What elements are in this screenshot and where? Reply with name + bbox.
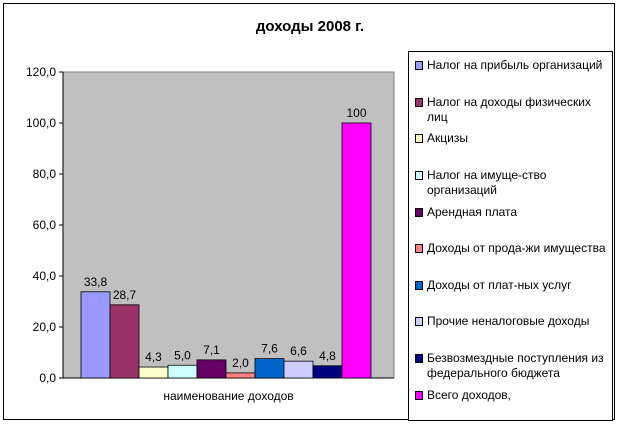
x-axis-label: наименование доходов (163, 389, 293, 403)
legend-label: Налог на доходы физических лиц (427, 95, 591, 124)
legend-label: Арендная плата (427, 205, 518, 219)
legend-label: Налог на прибыль организаций (427, 58, 603, 72)
legend-label: Безвозмездные поступления из федеральног… (427, 351, 604, 380)
y-tick-label: 60,0 (33, 218, 57, 232)
legend-swatch (415, 354, 423, 363)
y-tick-label: 40,0 (33, 269, 57, 283)
legend-swatch (415, 208, 423, 217)
bar-data-label: 2,0 (232, 356, 249, 370)
bar-data-label: 100 (346, 106, 366, 120)
legend-label: Всего доходов, (427, 388, 511, 402)
legend-swatch (415, 98, 423, 107)
bar (109, 304, 140, 379)
bar (80, 291, 111, 379)
legend-label: Прочие неналоговые доходы (427, 314, 590, 328)
bar-data-label: 4,8 (319, 349, 336, 363)
bar (312, 365, 343, 379)
y-tick-label: 20,0 (33, 320, 57, 334)
y-tick-label: 0,0 (39, 371, 56, 385)
bar (283, 360, 314, 379)
y-tick-label: 120,0 (26, 65, 56, 79)
legend-swatch (415, 317, 423, 326)
legend-label: Доходы от прода-жи имущества (427, 241, 606, 255)
legend-item: Доходы от плат-ных услуг (415, 278, 611, 293)
legend-item: Налог на имуще-ство организаций (415, 168, 611, 198)
legend-swatch (415, 281, 423, 290)
chart-legend: Налог на прибыль организаций Налог на дох… (408, 51, 613, 421)
bar-data-label: 7,6 (261, 342, 278, 356)
legend-item: Прочие неналоговые доходы (415, 314, 611, 329)
bar (341, 122, 372, 379)
bar-data-label: 6,6 (290, 344, 307, 358)
legend-item: Налог на доходы физических лиц (415, 95, 611, 125)
legend-label: Налог на имуще-ство организаций (427, 168, 547, 197)
chart-title: доходы 2008 г. (255, 18, 365, 35)
bar (138, 366, 169, 379)
bar (254, 358, 285, 379)
bar-data-label: 28,7 (113, 288, 137, 302)
legend-label: Акцизы (427, 131, 468, 145)
legend-swatch (415, 244, 423, 253)
legend-item: Акцизы (415, 131, 611, 146)
bar-data-label: 33,8 (84, 275, 108, 289)
legend-swatch (415, 171, 423, 180)
legend-item: Арендная плата (415, 205, 611, 220)
bar (225, 372, 256, 379)
y-tick-label: 80,0 (33, 167, 57, 181)
legend-item: Безвозмездные поступления из федеральног… (415, 351, 611, 381)
legend-swatch (415, 391, 423, 400)
bar-data-label: 4,3 (145, 350, 162, 364)
legend-item: Всего доходов, (415, 388, 611, 403)
bar (167, 364, 198, 379)
legend-item: Доходы от прода-жи имущества (415, 241, 611, 256)
bar-data-label: 5,0 (174, 348, 191, 362)
legend-label: Доходы от плат-ных услуг (427, 278, 572, 292)
legend-item: Налог на прибыль организаций (415, 58, 611, 73)
bar-data-label: 7,1 (203, 343, 220, 357)
bar (196, 359, 227, 379)
legend-swatch (415, 61, 423, 70)
y-tick-label: 100,0 (26, 116, 56, 130)
legend-swatch (415, 134, 423, 143)
